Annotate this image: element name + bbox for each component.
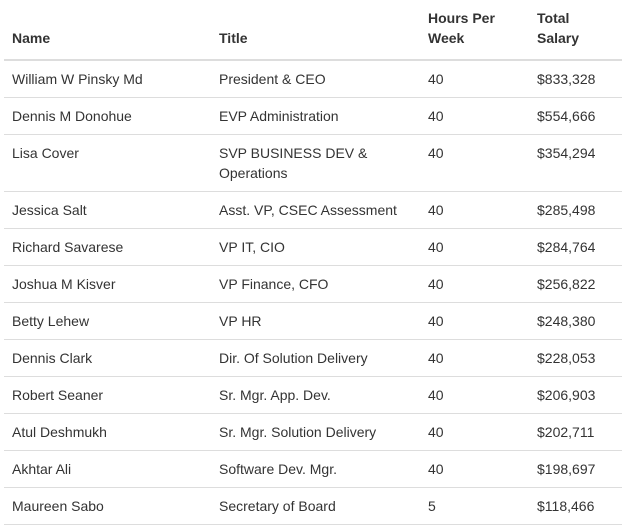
cell-name: Betty Lehew [4, 302, 211, 340]
table-row: William W Pinsky Md President & CEO 40 $… [4, 59, 622, 98]
cell-salary: $256,822 [529, 265, 622, 303]
cell-name: Akhtar Ali [4, 450, 211, 488]
table-row: Joshua M Kisver VP Finance, CFO 40 $256,… [4, 265, 622, 303]
cell-title: Sr. Mgr. App. Dev. [211, 376, 420, 414]
cell-hours: 40 [420, 228, 529, 266]
cell-salary: $554,666 [529, 97, 622, 135]
cell-hours: 40 [420, 376, 529, 414]
salary-table: Name Title Hours Per Week Total Salary W… [4, 0, 622, 525]
cell-salary: $354,294 [529, 134, 622, 192]
cell-title: Software Dev. Mgr. [211, 450, 420, 488]
cell-salary: $202,711 [529, 413, 622, 451]
cell-salary: $285,498 [529, 191, 622, 229]
cell-salary: $228,053 [529, 339, 622, 377]
table-row: Dennis Clark Dir. Of Solution Delivery 4… [4, 339, 622, 377]
table-row: Lisa Cover SVP BUSINESS DEV & Operations… [4, 134, 622, 192]
column-header-name: Name [4, 0, 211, 61]
table-header: Name Title Hours Per Week Total Salary [4, 0, 622, 61]
cell-salary: $206,903 [529, 376, 622, 414]
cell-name: William W Pinsky Md [4, 59, 211, 98]
cell-hours: 40 [420, 134, 529, 192]
column-header-hours: Hours Per Week [420, 0, 529, 61]
cell-salary: $284,764 [529, 228, 622, 266]
cell-title: Asst. VP, CSEC Assessment [211, 191, 420, 229]
table-row: Atul Deshmukh Sr. Mgr. Solution Delivery… [4, 413, 622, 451]
cell-hours: 40 [420, 59, 529, 98]
cell-hours: 40 [420, 339, 529, 377]
table-row: Dennis M Donohue EVP Administration 40 $… [4, 97, 622, 135]
table-row: Richard Savarese VP IT, CIO 40 $284,764 [4, 228, 622, 266]
cell-name: Maureen Sabo [4, 487, 211, 525]
cell-title: VP Finance, CFO [211, 265, 420, 303]
cell-name: Atul Deshmukh [4, 413, 211, 451]
cell-name: Dennis Clark [4, 339, 211, 377]
column-header-title: Title [211, 0, 420, 61]
cell-hours: 40 [420, 413, 529, 451]
table-row: Jessica Salt Asst. VP, CSEC Assessment 4… [4, 191, 622, 229]
cell-title: VP IT, CIO [211, 228, 420, 266]
table-row: Maureen Sabo Secretary of Board 5 $118,4… [4, 487, 622, 525]
column-header-salary: Total Salary [529, 0, 622, 61]
cell-title: President & CEO [211, 59, 420, 98]
cell-title: Sr. Mgr. Solution Delivery [211, 413, 420, 451]
cell-title: Dir. Of Solution Delivery [211, 339, 420, 377]
cell-name: Lisa Cover [4, 134, 211, 192]
cell-name: Jessica Salt [4, 191, 211, 229]
cell-hours: 40 [420, 191, 529, 229]
cell-name: Dennis M Donohue [4, 97, 211, 135]
cell-title: SVP BUSINESS DEV & Operations [211, 134, 420, 192]
table-body: William W Pinsky Md President & CEO 40 $… [4, 59, 622, 525]
table-row: Robert Seaner Sr. Mgr. App. Dev. 40 $206… [4, 376, 622, 414]
cell-salary: $118,466 [529, 487, 622, 525]
cell-hours: 40 [420, 450, 529, 488]
cell-hours: 40 [420, 265, 529, 303]
cell-hours: 40 [420, 302, 529, 340]
cell-name: Joshua M Kisver [4, 265, 211, 303]
cell-hours: 5 [420, 487, 529, 525]
cell-salary: $248,380 [529, 302, 622, 340]
table-row: Betty Lehew VP HR 40 $248,380 [4, 302, 622, 340]
cell-name: Robert Seaner [4, 376, 211, 414]
cell-salary: $833,328 [529, 59, 622, 98]
table-row: Akhtar Ali Software Dev. Mgr. 40 $198,69… [4, 450, 622, 488]
cell-title: Secretary of Board [211, 487, 420, 525]
cell-name: Richard Savarese [4, 228, 211, 266]
cell-title: VP HR [211, 302, 420, 340]
cell-hours: 40 [420, 97, 529, 135]
cell-title: EVP Administration [211, 97, 420, 135]
cell-salary: $198,697 [529, 450, 622, 488]
header-row: Name Title Hours Per Week Total Salary [4, 0, 622, 61]
